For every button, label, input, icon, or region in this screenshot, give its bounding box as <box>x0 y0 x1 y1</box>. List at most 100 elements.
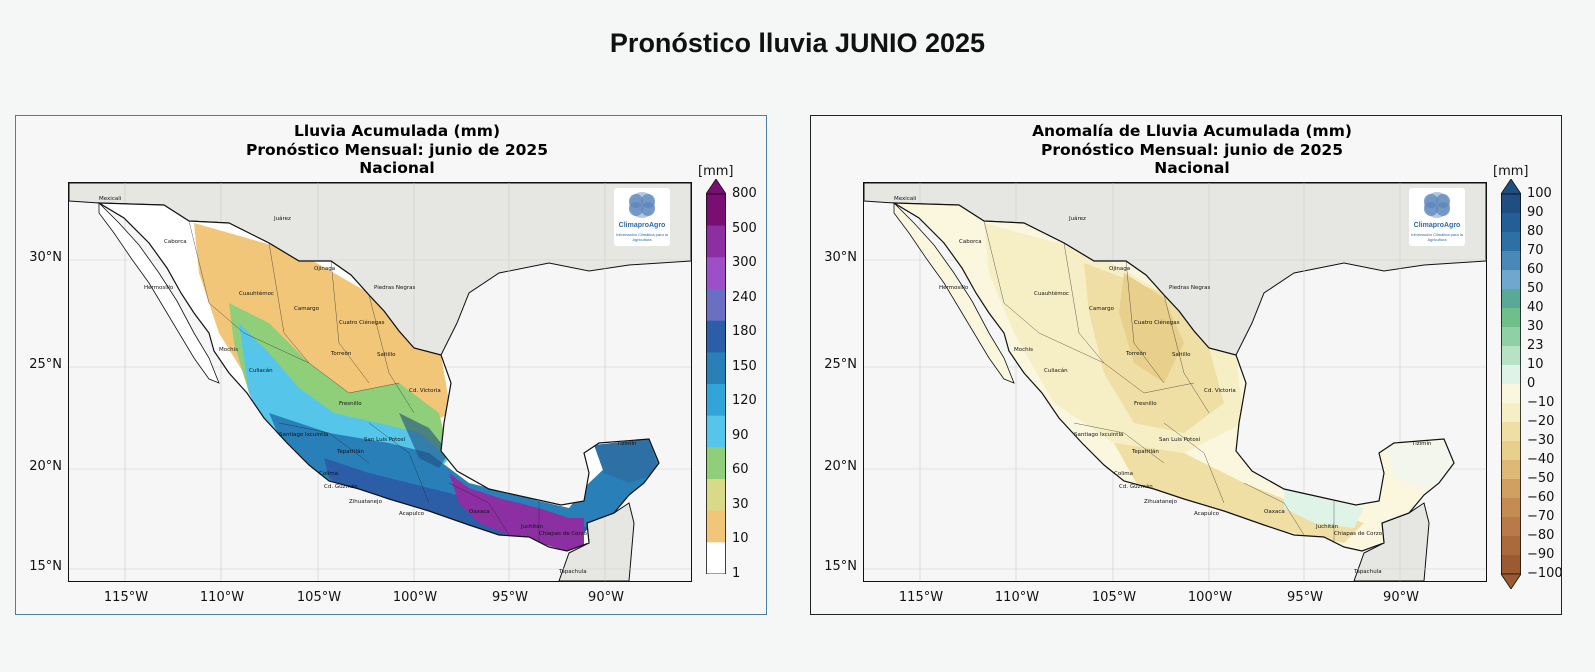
colorbar-top-arrow <box>706 179 726 195</box>
svg-text:Oaxaca: Oaxaca <box>1264 509 1285 515</box>
svg-text:Caborca: Caborca <box>959 239 982 245</box>
colorbar-tick-label: −20 <box>1527 414 1555 429</box>
lat-label-25: 25°N <box>29 357 62 372</box>
mexico-anomaly-map: Mexicali Juárez Caborca Ojinaga Hermosillo… <box>863 182 1487 582</box>
colorbar-tick-label: 0 <box>1527 376 1536 391</box>
svg-text:Culiacán: Culiacán <box>1044 367 1068 374</box>
colorbar-tick-label: 60 <box>1527 262 1544 277</box>
colorbar-segment <box>706 289 726 322</box>
rain-anomaly-panel: Anomalía de Lluvia Acumulada (mm) Pronós… <box>810 115 1562 615</box>
colorbar-tick-label: −30 <box>1527 433 1555 448</box>
colorbar-tick-label: −80 <box>1527 528 1555 543</box>
panel-title-line2: Pronóstico Mensual: junio de 2025 <box>245 140 548 159</box>
svg-text:Colima: Colima <box>1114 471 1133 477</box>
colorbar-tick-label: 30 <box>732 496 749 512</box>
svg-text:Zihuatanejo: Zihuatanejo <box>1144 499 1178 505</box>
lon-label-90: 90°W <box>588 590 624 605</box>
colorbar-segment <box>1501 536 1521 556</box>
svg-text:Chiapas de Corzo: Chiapas de Corzo <box>1334 531 1383 537</box>
lon-label-90: 90°W <box>1383 590 1419 605</box>
svg-text:Camargo: Camargo <box>294 306 320 312</box>
mexico-rain-map: Mexicali Juárez Caborca Ojinaga Hermosillo… <box>68 182 692 582</box>
colorbar-tick-label: 90 <box>1527 205 1544 220</box>
colorbar-segment <box>1501 346 1521 366</box>
lon-label-115: 115°W <box>898 590 944 605</box>
colorbar-segment <box>706 415 726 448</box>
logo-subtext: Información Climática para la Agricultur… <box>1411 232 1463 242</box>
colorbar-tick-label: 1 <box>732 566 741 581</box>
colorbar-tick-label: −70 <box>1527 509 1555 524</box>
svg-text:Piedras Negras: Piedras Negras <box>1169 285 1210 291</box>
colorbar-segment <box>706 384 726 417</box>
lat-label-30: 30°N <box>29 250 62 265</box>
colorbar-tick-label: 800 <box>732 186 757 201</box>
panel-title: Anomalía de Lluvia Acumulada (mm) Pronós… <box>881 122 1503 178</box>
colorbar-tick-label: −90 <box>1527 547 1555 562</box>
colorbar-tick-label: 100 <box>1527 186 1552 201</box>
svg-text:Torreón: Torreón <box>1125 350 1147 357</box>
colorbar-tick-label: −50 <box>1527 471 1555 486</box>
colorbar-tick-label: −60 <box>1527 490 1555 505</box>
colorbar-segment <box>706 194 726 227</box>
svg-text:Zihuatanejo: Zihuatanejo <box>349 499 383 505</box>
svg-text:Santiago Ixcuintla: Santiago Ixcuintla <box>279 432 328 438</box>
svg-text:Fresnillo: Fresnillo <box>339 401 362 407</box>
lat-label-15: 15°N <box>824 559 857 574</box>
colorbar-tick-label: 70 <box>1527 243 1544 258</box>
anomaly-colorbar-ticks: 100 90 80 70 60 50 40 30 23 10 0 −10 −20 −30 −40 −50 −60… <box>1527 186 1561 581</box>
colorbar-tick-label: 60 <box>732 462 749 478</box>
colorbar-segment <box>1501 517 1521 537</box>
svg-text:Cd. Victoria: Cd. Victoria <box>409 388 441 394</box>
svg-text:Caborca: Caborca <box>164 239 187 245</box>
lon-label-105: 105°W <box>1091 590 1137 605</box>
svg-text:Tapachula: Tapachula <box>1353 569 1382 575</box>
svg-text:Santiago Ixcuintla: Santiago Ixcuintla <box>1074 432 1123 438</box>
colorbar-scale <box>706 179 726 574</box>
colorbar-tick-label: 180 <box>732 324 757 340</box>
lon-label-100: 100°W <box>1187 590 1233 605</box>
colorbar-unit: [mm] <box>698 164 734 179</box>
climaproagro-logo: ClimaproAgro Información Climática para … <box>1409 188 1465 246</box>
colorbar-segment <box>1501 327 1521 347</box>
svg-text:Juchitán: Juchitán <box>520 523 544 530</box>
lat-label-15: 15°N <box>29 559 62 574</box>
svg-text:Cd. Guzmán: Cd. Guzmán <box>1119 483 1153 490</box>
climaproagro-logo: ClimaproAgro Información Climática para … <box>614 188 670 246</box>
colorbar-tick-label: 300 <box>732 255 757 271</box>
svg-text:Saltillo: Saltillo <box>1172 352 1191 358</box>
colorbar-tick-label: −100 <box>1527 566 1562 581</box>
lon-label-105: 105°W <box>296 590 342 605</box>
colorbar-segment <box>706 510 726 543</box>
colorbar-top-arrow <box>1501 179 1521 195</box>
svg-text:Saltillo: Saltillo <box>377 352 396 358</box>
colorbar-segment <box>1501 194 1521 214</box>
panel-title-line1: Lluvia Acumulada (mm) <box>293 122 501 140</box>
colorbar-segment <box>1501 555 1521 575</box>
svg-text:Juchitán: Juchitán <box>1315 523 1339 530</box>
colorbar-segment <box>706 479 726 512</box>
lon-label-110: 110°W <box>994 590 1040 605</box>
colorbar-tick-label: −40 <box>1527 452 1555 467</box>
accumulated-rain-panel: Lluvia Acumulada (mm) Pronóstico Mensual… <box>15 115 767 615</box>
svg-text:Mochis: Mochis <box>1014 347 1033 353</box>
svg-text:Acapulco: Acapulco <box>1194 511 1220 517</box>
colorbar-tick-label: 30 <box>1527 319 1544 334</box>
svg-text:Mochis: Mochis <box>219 347 238 353</box>
svg-text:Cd. Victoria: Cd. Victoria <box>1204 388 1236 394</box>
colorbar-tick-label: 40 <box>1527 300 1544 315</box>
svg-text:San Luis Potosí: San Luis Potosí <box>1159 436 1201 443</box>
logo-subtext: Información Climática para la Agricultur… <box>616 232 668 242</box>
svg-text:Juárez: Juárez <box>1068 215 1086 222</box>
svg-text:Fresnillo: Fresnillo <box>1134 401 1157 407</box>
lon-label-95: 95°W <box>492 590 528 605</box>
svg-text:Juárez: Juárez <box>273 215 291 222</box>
colorbar-tick-label: 10 <box>732 531 749 547</box>
colorbar-tick-label: −10 <box>1527 395 1555 410</box>
svg-text:Mexicali: Mexicali <box>99 196 122 202</box>
svg-text:Torreón: Torreón <box>330 350 352 357</box>
lon-label-115: 115°W <box>103 590 149 605</box>
colorbar-segment <box>1501 384 1521 404</box>
colorbar-tick-label: 240 <box>732 289 757 305</box>
logo-icon <box>1424 192 1450 218</box>
page-title: Pronóstico lluvia JUNIO 2025 <box>609 28 986 58</box>
